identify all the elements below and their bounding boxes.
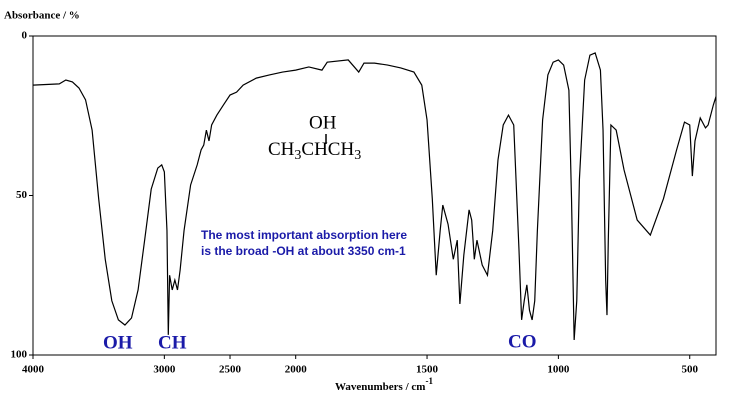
x-tick-label: 4000	[22, 364, 45, 376]
note-line: is the broad -OH at about 3350 cm-1	[201, 244, 406, 258]
annotation: CO	[508, 331, 537, 352]
y-tick-label: 50	[16, 189, 28, 201]
formula-main: CH3CHCH3	[268, 139, 361, 163]
plot-frame	[32, 35, 717, 356]
x-tick-label: 3000	[153, 364, 176, 376]
annotation: OH	[103, 332, 133, 353]
x-tick-label: 500	[681, 364, 698, 376]
formula-sub: 3	[354, 148, 361, 163]
y-tick-label: 0	[22, 30, 28, 42]
formula-top: OH	[309, 112, 337, 133]
x-axis-label-text: Wavenumbers / cm	[335, 381, 425, 393]
formula-part: CHCH	[301, 139, 354, 160]
y-axis-label: Absorbance / %	[4, 10, 80, 22]
x-tick-label: 2500	[219, 364, 242, 376]
x-tick-label: 1000	[547, 364, 570, 376]
spectrum-line	[32, 52, 717, 341]
formula-part: CH	[268, 139, 295, 160]
y-tick-label: 100	[11, 349, 28, 361]
x-tick-label: 2000	[285, 364, 308, 376]
note-line: The most important absorption here	[201, 228, 407, 242]
x-axis-label: Wavenumbers / cm-1	[335, 376, 433, 392]
x-tick-label: 1500	[416, 364, 439, 376]
x-axis-label-sup: -1	[425, 376, 433, 386]
annotation: CH	[158, 332, 187, 353]
formula-sub: 3	[294, 148, 301, 163]
